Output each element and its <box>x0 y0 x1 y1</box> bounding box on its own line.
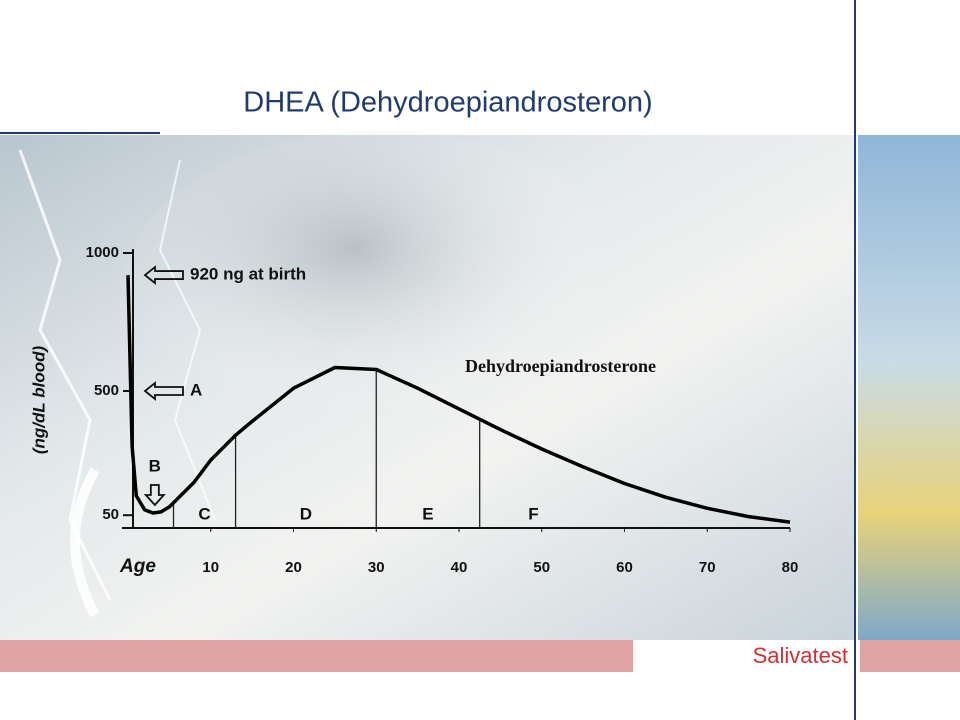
x-tick-label: 20 <box>285 559 302 576</box>
annotation-label: 920 ng at birth <box>190 265 306 284</box>
footer-bar <box>0 640 633 672</box>
side-image <box>858 135 960 640</box>
annotation-arrow <box>143 265 184 285</box>
x-tick-label: 50 <box>533 559 550 576</box>
y-tick-label: 500 <box>94 382 119 399</box>
logo-arc <box>70 467 100 618</box>
footer-bar <box>860 640 960 672</box>
x-tick-label: 10 <box>202 559 219 576</box>
y-tick-label: 1000 <box>86 244 119 261</box>
slide-title: DHEA (Dehydroepiandrosteron) <box>243 87 652 119</box>
region-label: E <box>422 504 433 523</box>
footer-text: Salivatest <box>753 643 848 668</box>
chart: (ng/dL blood) Age 50 500 1000 10 20 30 40 50 60 7… <box>29 244 798 577</box>
annotation-label: B <box>149 456 161 475</box>
annotation-label: A <box>190 380 202 399</box>
x-tick-label: 70 <box>699 559 716 576</box>
lightning <box>158 159 216 521</box>
x-tick-label: 60 <box>616 559 633 576</box>
y-tick-label: 50 <box>102 506 119 523</box>
x-tick-label: 80 <box>782 559 799 576</box>
x-axis-label: Age <box>119 556 156 577</box>
background-figure <box>120 130 640 470</box>
annotation-arrow <box>143 381 184 401</box>
series-name: Dehydroepiandrosterone <box>465 356 656 376</box>
x-tick-label: 40 <box>451 559 468 576</box>
annotation-arrow <box>143 484 166 507</box>
x-tick-label: 30 <box>368 559 385 576</box>
y-axis-label: (ng/dL blood) <box>29 346 48 455</box>
data-line <box>126 275 791 524</box>
region-label: D <box>300 504 312 523</box>
region-label: C <box>198 504 210 523</box>
region-label: F <box>528 504 538 523</box>
